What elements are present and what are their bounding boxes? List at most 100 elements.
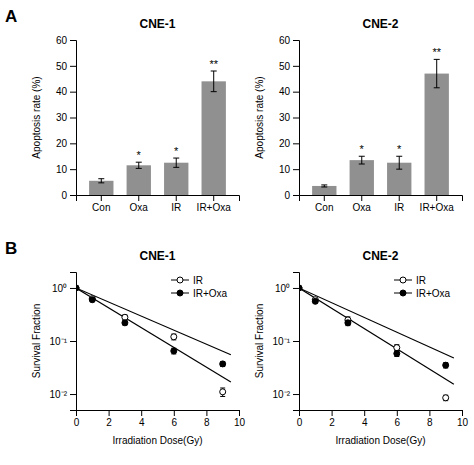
tick-label: 8	[204, 417, 210, 428]
error-bar-part	[101, 179, 102, 183]
tick-mark	[174, 410, 175, 416]
fit-line	[76, 288, 231, 355]
tick: 50	[279, 61, 299, 72]
tick-mark	[293, 341, 299, 342]
error-bar	[171, 348, 176, 354]
y-axis-title: Survival Fraction	[31, 304, 42, 378]
tick: 10⁰	[52, 283, 76, 294]
tick-label: 10⁻²	[273, 389, 291, 400]
plot-area	[76, 285, 231, 396]
tick: Con	[315, 195, 333, 213]
point	[220, 389, 226, 395]
error-bar	[211, 71, 217, 92]
tick: 10⁰	[275, 283, 299, 294]
error-bar	[98, 179, 104, 183]
tick-mark	[141, 410, 142, 416]
error-bar	[345, 320, 350, 325]
tick-label: IR	[394, 202, 404, 213]
error-bar-part	[98, 178, 104, 179]
error-bar-part	[211, 71, 217, 72]
point	[171, 348, 177, 354]
tick-label: 6	[172, 417, 178, 428]
axis-line	[300, 411, 463, 417]
error-bar-part	[98, 182, 104, 183]
tick-label: 20	[279, 138, 291, 149]
tick-label: 10⁻¹	[50, 336, 68, 347]
point	[76, 285, 79, 291]
bar	[127, 165, 151, 195]
tick-label: IR+Oxa	[420, 202, 455, 213]
tick: IR+Oxa	[197, 195, 232, 213]
error-bar-part	[213, 71, 214, 92]
y-axis: 10⁻² 10⁻¹ 10⁰	[273, 273, 300, 411]
tick-mark	[70, 92, 76, 93]
tick-mark	[429, 410, 430, 416]
legend-label: IR	[193, 275, 203, 286]
tick-mark	[293, 66, 299, 67]
error-bar-part	[138, 162, 139, 168]
tick-mark	[293, 40, 299, 41]
point	[443, 395, 449, 401]
annotation: **	[209, 58, 218, 70]
tick-label: 10	[279, 164, 291, 175]
bar	[425, 74, 449, 195]
y-axis-title: Survival Fraction	[254, 304, 265, 378]
tick-mark	[138, 195, 139, 201]
point	[171, 334, 177, 340]
tick-label: 10⁰	[52, 283, 67, 294]
tick: 6	[172, 410, 178, 428]
annotation: **	[432, 46, 441, 58]
x-axis-title: Irradiation Dose(Gy)	[112, 435, 202, 446]
tick: 30	[56, 112, 76, 123]
tick-mark	[70, 66, 76, 67]
panel: ACNE-1Apoptosis rate (%)0102030405060Con…	[5, 7, 240, 213]
bar	[312, 186, 336, 195]
tick: Oxa	[353, 195, 372, 213]
tick-label: 20	[56, 138, 68, 149]
tick-mark	[293, 92, 299, 93]
panel-label: B	[5, 239, 17, 258]
annotation: *	[174, 145, 179, 157]
legend-marker	[177, 290, 183, 296]
tick-mark	[293, 169, 299, 170]
tick: 10	[457, 410, 469, 428]
annotation: *	[360, 143, 365, 155]
panel-label: A	[5, 7, 17, 26]
tick-mark	[101, 195, 102, 201]
title: CNE-2	[362, 17, 398, 31]
error-bar	[122, 315, 127, 320]
error-bar-part	[399, 156, 400, 169]
tick-label: 0	[61, 190, 67, 201]
tick-label: 2	[329, 417, 335, 428]
tick: 0	[74, 410, 80, 428]
tick: 40	[56, 86, 76, 97]
tick-label: 0	[297, 417, 303, 428]
tick-label: Oxa	[130, 202, 149, 213]
point	[76, 285, 79, 291]
tick-mark	[239, 410, 240, 416]
figure: ACNE-1Apoptosis rate (%)0102030405060Con…	[0, 0, 474, 465]
legend-item: IR	[394, 275, 426, 286]
tick-label: 60	[279, 35, 291, 46]
y-axis-title: Apoptosis rate (%)	[31, 76, 42, 158]
error-bar-part	[436, 59, 437, 87]
tick-mark	[70, 118, 76, 119]
tick-label: 40	[56, 86, 68, 97]
error-bar	[173, 158, 179, 167]
tick-label: 4	[139, 417, 145, 428]
tick: IR	[171, 195, 181, 213]
legend: IRIR+Oxa	[394, 275, 451, 299]
error-bar	[359, 156, 365, 164]
error-bar-part	[173, 167, 179, 168]
error-bar-part	[321, 184, 327, 185]
tick: 4	[139, 410, 145, 428]
error-bar-part	[321, 186, 327, 187]
tick-mark	[76, 410, 77, 416]
tick-label: 10⁻¹	[273, 336, 291, 347]
y-axis: 0102030405060	[279, 35, 300, 201]
plot-area	[89, 71, 226, 195]
point	[345, 320, 351, 326]
tick: 10	[234, 410, 246, 428]
tick: 50	[56, 61, 76, 72]
tick-label: IR	[171, 202, 181, 213]
